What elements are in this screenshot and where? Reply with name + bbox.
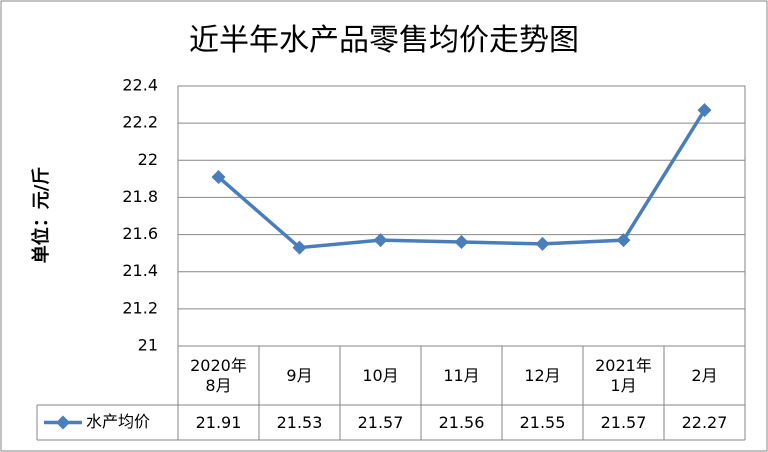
y-tick-label: 21.6 <box>122 224 158 243</box>
data-point <box>292 240 307 255</box>
y-tick-label: 21.4 <box>122 261 158 280</box>
x-tick-label: 2月 <box>691 365 718 385</box>
table-value: 21.57 <box>600 412 647 432</box>
series-line <box>217 109 706 250</box>
data-point <box>454 235 469 249</box>
table-value: 21.53 <box>276 412 323 432</box>
x-tick-label: 9月 <box>286 365 313 385</box>
legend-marker <box>56 415 70 430</box>
data-point <box>211 170 226 184</box>
data-point <box>535 236 550 251</box>
y-tick-label: 22 <box>138 150 158 169</box>
table-value: 22.27 <box>681 412 728 432</box>
x-tick-label: 10月 <box>362 365 399 385</box>
data-point <box>616 233 631 248</box>
chart-title: 近半年水产品零售均价走势图 <box>189 23 579 58</box>
x-tick-label: 2020年 8月 <box>190 355 247 395</box>
table-value: 21.55 <box>519 412 566 432</box>
x-tick-label: 11月 <box>443 365 480 385</box>
y-tick-label: 22.2 <box>122 113 158 132</box>
table-value: 21.57 <box>357 412 404 432</box>
y-axis-label: 单位：元/斤 <box>30 167 52 264</box>
x-tick-label: 12月 <box>524 365 561 385</box>
table-value: 21.56 <box>438 412 485 432</box>
y-tick-label: 21 <box>138 336 158 355</box>
plot-border <box>177 85 746 347</box>
table-value: 21.91 <box>195 412 242 432</box>
data-point <box>697 103 712 118</box>
legend-label: 水产均价 <box>86 412 150 431</box>
data-point <box>373 233 388 248</box>
y-tick-label: 21.8 <box>122 187 158 206</box>
y-tick-label: 22.4 <box>122 76 158 95</box>
x-tick-label: 2021年 1月 <box>595 355 652 395</box>
y-tick-label: 21.2 <box>122 298 158 317</box>
